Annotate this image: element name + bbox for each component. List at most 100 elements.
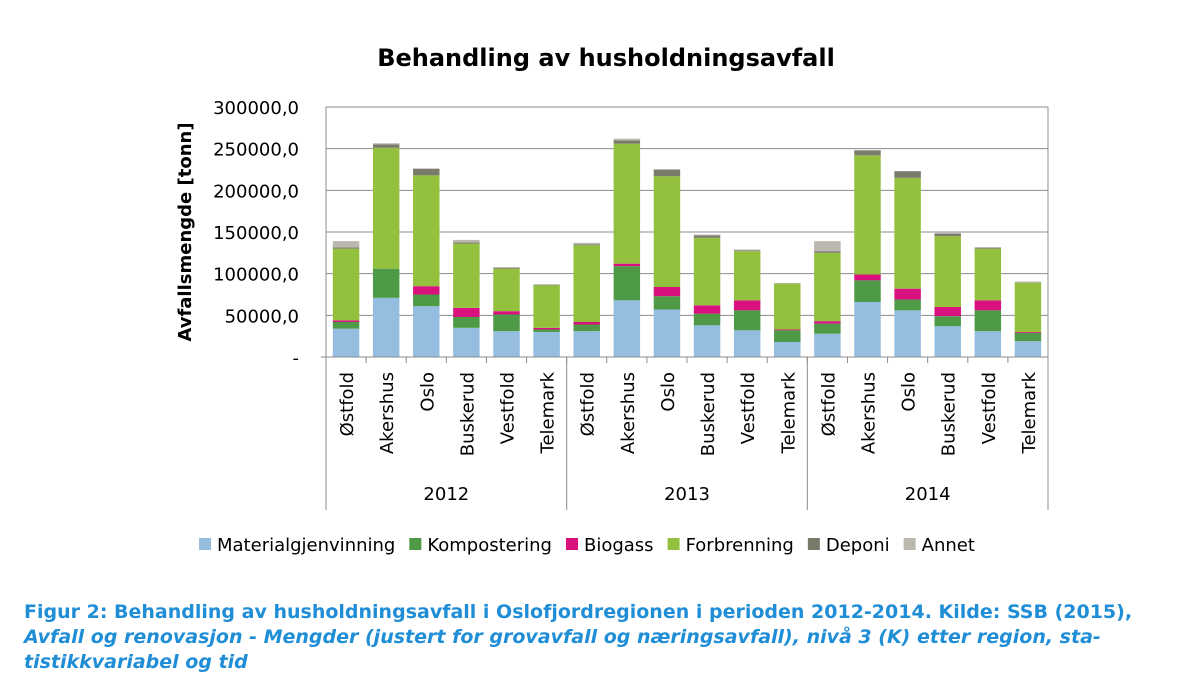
bar-segment	[453, 243, 480, 308]
bar-segment	[693, 235, 721, 238]
bar-segment	[573, 322, 600, 325]
bar-segment	[533, 284, 560, 285]
bar-segment	[1014, 281, 1042, 283]
category-label: Oslo	[417, 372, 438, 412]
bar-segment	[1014, 332, 1042, 342]
category-label: Østfold	[818, 372, 839, 436]
bar-segment	[733, 330, 761, 357]
category-label: Telemark	[778, 371, 799, 454]
bar-segment	[372, 144, 400, 148]
bar-segment	[693, 313, 721, 326]
bar-segment	[613, 300, 641, 357]
bar-segment	[332, 248, 360, 321]
bar-segment	[693, 325, 721, 357]
x-tick-labels: Østfold Akershus Oslo Buskerud Vestfold Telem…	[337, 371, 1040, 505]
bar-segment	[934, 307, 961, 317]
bar-segment	[413, 175, 440, 287]
bar-segment	[974, 331, 1002, 357]
legend-label: Kompostering	[427, 535, 552, 556]
bar-segment	[332, 328, 360, 357]
y-tick-labels: - 50000,0 100000,0 150000,0 200000,0 250000,0…	[213, 98, 299, 369]
bar-segment	[974, 248, 1002, 301]
bar-segment	[774, 283, 801, 330]
bar-segment	[774, 329, 801, 331]
legend-label: Deponi	[826, 535, 890, 556]
bar-segment	[854, 302, 881, 357]
bar-segment	[854, 150, 881, 156]
bar-segment	[814, 323, 841, 334]
category-label: Vestfold	[738, 372, 759, 444]
legend-label: Materialgjenvinning	[217, 535, 395, 556]
bar-segment	[653, 296, 681, 310]
bar-segment	[573, 324, 600, 332]
bar-segment	[613, 138, 641, 141]
bar-segment	[934, 236, 961, 307]
figure-caption: Figur 2: Behandling av husholdningsavfal…	[24, 600, 1184, 675]
bar-segment	[413, 168, 440, 176]
y-tick-label: 200000,0	[213, 181, 299, 202]
category-label: Buskerud	[698, 372, 719, 456]
bar-segment	[573, 331, 600, 357]
bar-segment	[934, 326, 961, 357]
y-tick-label: 50000,0	[225, 306, 299, 327]
legend-label: Biogass	[584, 535, 654, 556]
bar-segment	[814, 241, 841, 252]
chart-title: Behandling av husholdningsavfall	[377, 44, 835, 72]
bar-segment	[1014, 332, 1042, 333]
category-label: Akershus	[859, 372, 880, 454]
bar-segment	[413, 294, 440, 307]
bar-segment	[533, 332, 560, 357]
y-tick-label: 250000,0	[213, 140, 299, 161]
bar-segment	[733, 250, 761, 252]
category-label: Østfold	[337, 372, 358, 436]
bar-segment	[814, 251, 841, 253]
bar-segment	[693, 305, 721, 314]
group-label: 2012	[423, 484, 469, 505]
category-label: Telemark	[538, 371, 559, 454]
bar-segment	[854, 274, 881, 281]
bar-segment	[934, 316, 961, 327]
legend-label: Forbrenning	[686, 535, 794, 556]
bar-segment	[453, 239, 480, 243]
category-label: Telemark	[1019, 371, 1040, 454]
bar-segment	[733, 251, 761, 301]
bar-segment	[894, 299, 921, 311]
bar-segment	[453, 242, 480, 244]
bar-segment	[894, 288, 921, 300]
axes	[321, 107, 1049, 510]
y-axis-title: Avfallsmengde [tonn]	[175, 122, 196, 341]
bar-segment	[493, 268, 520, 312]
category-label: Oslo	[899, 372, 920, 412]
legend-swatch	[903, 538, 916, 550]
bar-segment	[372, 147, 400, 269]
bar-segment	[814, 321, 841, 324]
bar-segment	[493, 267, 520, 269]
category-label: Vestfold	[498, 372, 519, 444]
bar-segment	[613, 140, 641, 144]
y-tick-label: 150000,0	[213, 223, 299, 244]
category-label: Buskerud	[939, 372, 960, 456]
bar-segment	[332, 247, 360, 249]
bar-segment	[653, 176, 681, 287]
bar-segment	[693, 237, 721, 306]
bar-segment	[814, 333, 841, 357]
bar-segment	[613, 263, 641, 267]
bar-segment	[613, 143, 641, 264]
bar-segment	[974, 247, 1002, 248]
bar-segment	[533, 327, 560, 330]
legend-label: Annet	[922, 535, 975, 556]
bar-segment	[573, 244, 600, 246]
bar-segment	[332, 322, 360, 329]
bar-segment	[733, 310, 761, 331]
bar-segment	[332, 320, 360, 322]
bar-segment	[493, 314, 520, 332]
bar-segment	[453, 317, 480, 328]
category-label: Oslo	[658, 372, 679, 412]
chart: Behandling av husholdningsavfall Avfalls…	[175, 44, 1049, 556]
bar-segment	[774, 342, 801, 357]
legend-swatch	[199, 538, 211, 550]
bar-segment	[894, 310, 921, 357]
category-label: Østfold	[578, 372, 599, 436]
bar-segment	[693, 234, 721, 236]
bar-segment	[974, 247, 1002, 249]
